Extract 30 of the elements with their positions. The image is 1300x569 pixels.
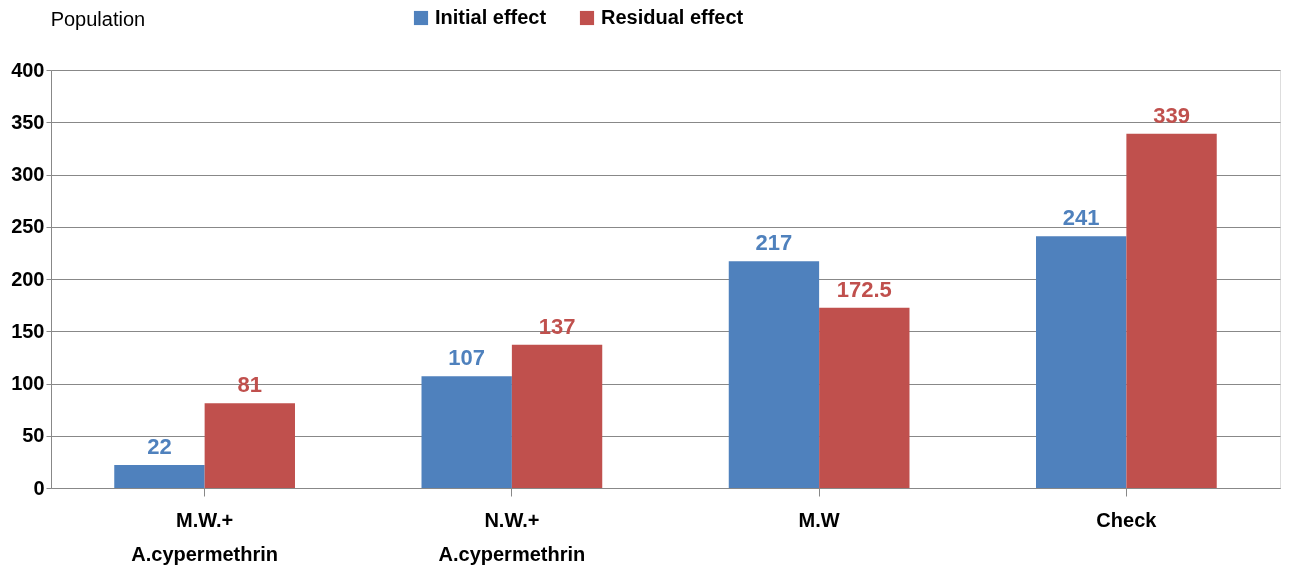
data-label: 22 (147, 434, 172, 460)
data-label: 107 (448, 345, 486, 371)
x-tick-label: M.W.+ A.cypermethrin (131, 508, 278, 565)
bar (511, 344, 603, 488)
y-axis-title: Population (50, 8, 146, 30)
bar (114, 465, 205, 488)
x-tick-label: M.W (798, 508, 840, 531)
data-label: 217 (755, 230, 793, 256)
y-tick-label: 50 (22, 424, 45, 447)
y-tick-label: 100 (11, 372, 45, 394)
bar (204, 403, 295, 488)
y-tick-label: 250 (11, 215, 45, 238)
legend-label: Residual effect (601, 6, 744, 28)
bar (1126, 133, 1217, 488)
x-tick-label: Check (1096, 508, 1158, 531)
legend-label: Initial effect (435, 6, 547, 28)
y-tick-label: 350 (11, 110, 45, 133)
data-label: 172.5 (836, 276, 892, 302)
y-tick-label: 400 (11, 58, 45, 81)
data-label: 241 (1062, 205, 1100, 231)
bar (819, 307, 910, 488)
bar (728, 261, 820, 488)
y-tick-label: 300 (11, 163, 45, 185)
x-tick-label: N.W.+ A.cypermethrin (438, 508, 586, 565)
y-tick-label: 150 (11, 319, 45, 342)
data-label: 339 (1153, 102, 1190, 128)
y-tick-label: 0 (33, 476, 45, 499)
bar (1036, 236, 1127, 488)
bar (421, 376, 512, 488)
y-tick-label: 200 (11, 267, 45, 290)
